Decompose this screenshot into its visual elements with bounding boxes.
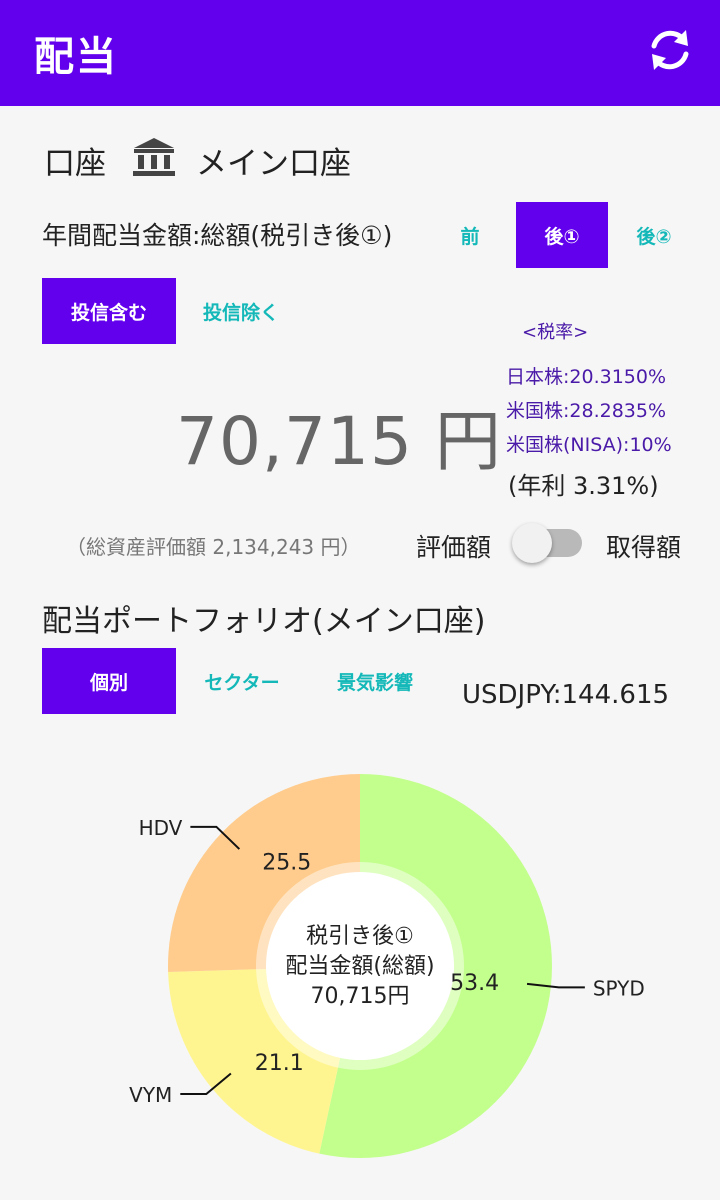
portfolio-title: 配当ポートフォリオ(メイン口座) xyxy=(42,604,486,639)
tab-before-tax[interactable]: 前 xyxy=(432,202,508,268)
fx-rate: USDJPY:144.615 xyxy=(462,680,670,710)
tab-individual[interactable]: 個別 xyxy=(42,648,176,714)
value-label-hdv: 25.5 xyxy=(262,851,311,876)
tab-sector[interactable]: セクター xyxy=(184,648,300,714)
series-label-hdv: HDV xyxy=(139,816,183,840)
dividend-donut-chart: 税引き後① 配当金額(総額) 70,715円 53.4 SPYD 21.1 VYM 25… xyxy=(129,774,645,1158)
tab-after-tax-2[interactable]: 後② xyxy=(616,202,692,268)
leader-line-spyd xyxy=(526,982,585,989)
tab-economy[interactable]: 景気影響 xyxy=(318,648,432,714)
bank-icon xyxy=(133,138,175,176)
center-line-2: 配当金額(総額) xyxy=(285,954,434,979)
series-label-vym: VYM xyxy=(129,1083,172,1107)
total-assets: （総資産評価額 2,134,243 円） xyxy=(66,535,361,559)
tax-rate-title: <税率> xyxy=(522,322,589,343)
leader-line-hdv xyxy=(190,825,241,850)
app-bar: 配当 xyxy=(0,0,720,106)
series-label-spyd: SPYD xyxy=(593,976,645,1000)
dividend-yield: (年利 3.31%) xyxy=(508,472,659,500)
tax-rate-jp: 日本株:20.3150% xyxy=(506,366,667,388)
account-label: 口座 xyxy=(44,146,106,182)
donut-hole xyxy=(266,872,454,1060)
value-label-spyd: 53.4 xyxy=(450,971,499,996)
tab-after-tax-1[interactable]: 後① xyxy=(516,202,608,268)
refresh-icon[interactable] xyxy=(644,24,696,76)
center-line-3: 70,715円 xyxy=(311,984,410,1009)
dividend-amount: 70,715 円 xyxy=(176,403,502,480)
tax-rate-us: 米国株:28.2835% xyxy=(506,400,667,422)
tax-rate-us-nisa: 米国株(NISA):10% xyxy=(506,434,672,456)
leader-line-vym xyxy=(180,1072,232,1095)
tab-exclude-funds[interactable]: 投信除く xyxy=(184,278,298,344)
account-name[interactable]: メイン口座 xyxy=(196,146,351,182)
page-title: 配当 xyxy=(34,34,118,80)
center-line-1: 税引き後① xyxy=(306,924,414,949)
value-label-vym: 21.1 xyxy=(255,1051,304,1076)
toggle-label-valuation: 評価額 xyxy=(416,533,492,562)
toggle-label-acquisition: 取得額 xyxy=(606,533,682,562)
tab-include-funds[interactable]: 投信含む xyxy=(42,278,176,344)
valuation-toggle-thumb[interactable] xyxy=(512,523,552,563)
dividend-header: 年間配当金額:総額(税引き後①) xyxy=(42,221,393,250)
